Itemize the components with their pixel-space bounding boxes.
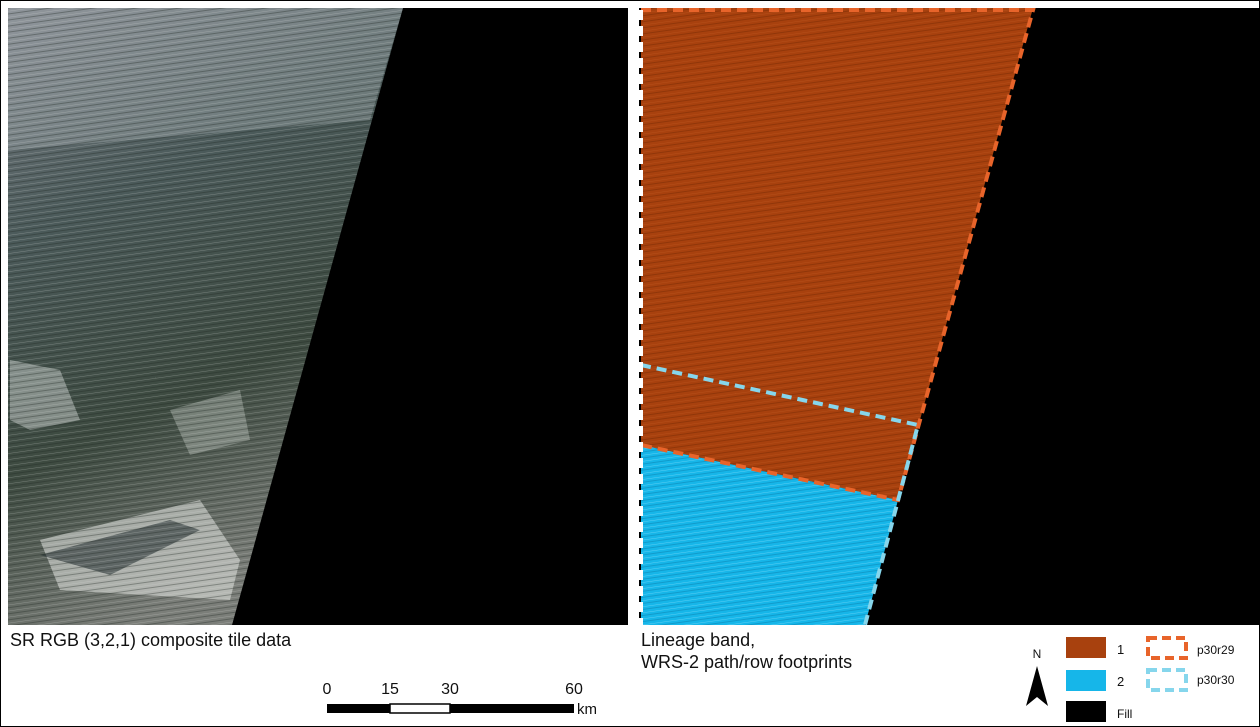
legend-footprint-p30r30-swatch <box>1146 668 1188 692</box>
scale-segment-3 <box>450 704 574 713</box>
right-panel-caption-line2: WRS-2 path/row footprints <box>641 652 853 672</box>
legend-footprint-p30r30-label: p30r30 <box>1197 673 1235 687</box>
north-arrow: N <box>1026 647 1048 706</box>
footprint-p30r30 <box>640 363 921 625</box>
legend-label-1: 1 <box>1117 642 1124 657</box>
scale-tick-60: 60 <box>565 681 583 698</box>
lineage-2-texture <box>641 445 898 625</box>
legend-swatch-2 <box>1066 670 1106 691</box>
lineage-band-panel <box>639 8 1260 625</box>
right-panel-caption-line1: Lineage band, <box>641 630 756 650</box>
rgb-composite-panel <box>8 8 628 625</box>
scale-segment-1 <box>327 704 390 713</box>
panel-divider <box>628 8 639 625</box>
scale-tick-30: 30 <box>441 681 459 698</box>
rgb-scanline-texture <box>8 8 403 625</box>
legend-label-2: 2 <box>1117 674 1124 689</box>
left-panel-caption: SR RGB (3,2,1) composite tile data <box>10 630 292 650</box>
scale-bar: 0 15 30 60 km <box>323 681 597 718</box>
scale-tick-0: 0 <box>323 681 332 698</box>
legend-footprint-p30r29-label: p30r29 <box>1197 643 1235 657</box>
north-arrow-icon <box>1026 666 1048 706</box>
footprint-p30r29 <box>640 8 1036 503</box>
scale-tick-15: 15 <box>381 681 399 698</box>
north-arrow-label: N <box>1033 647 1042 661</box>
legend-footprint-p30r29-swatch <box>1146 636 1188 660</box>
lineage-1-texture <box>641 8 1033 500</box>
scale-unit: km <box>577 701 597 718</box>
legend: 1 2 Fill p30r29 p30r30 <box>1066 636 1235 722</box>
legend-swatch-1 <box>1066 637 1106 658</box>
scale-segment-2 <box>389 703 451 714</box>
legend-label-fill: Fill <box>1117 707 1132 721</box>
legend-swatch-fill <box>1066 701 1106 722</box>
